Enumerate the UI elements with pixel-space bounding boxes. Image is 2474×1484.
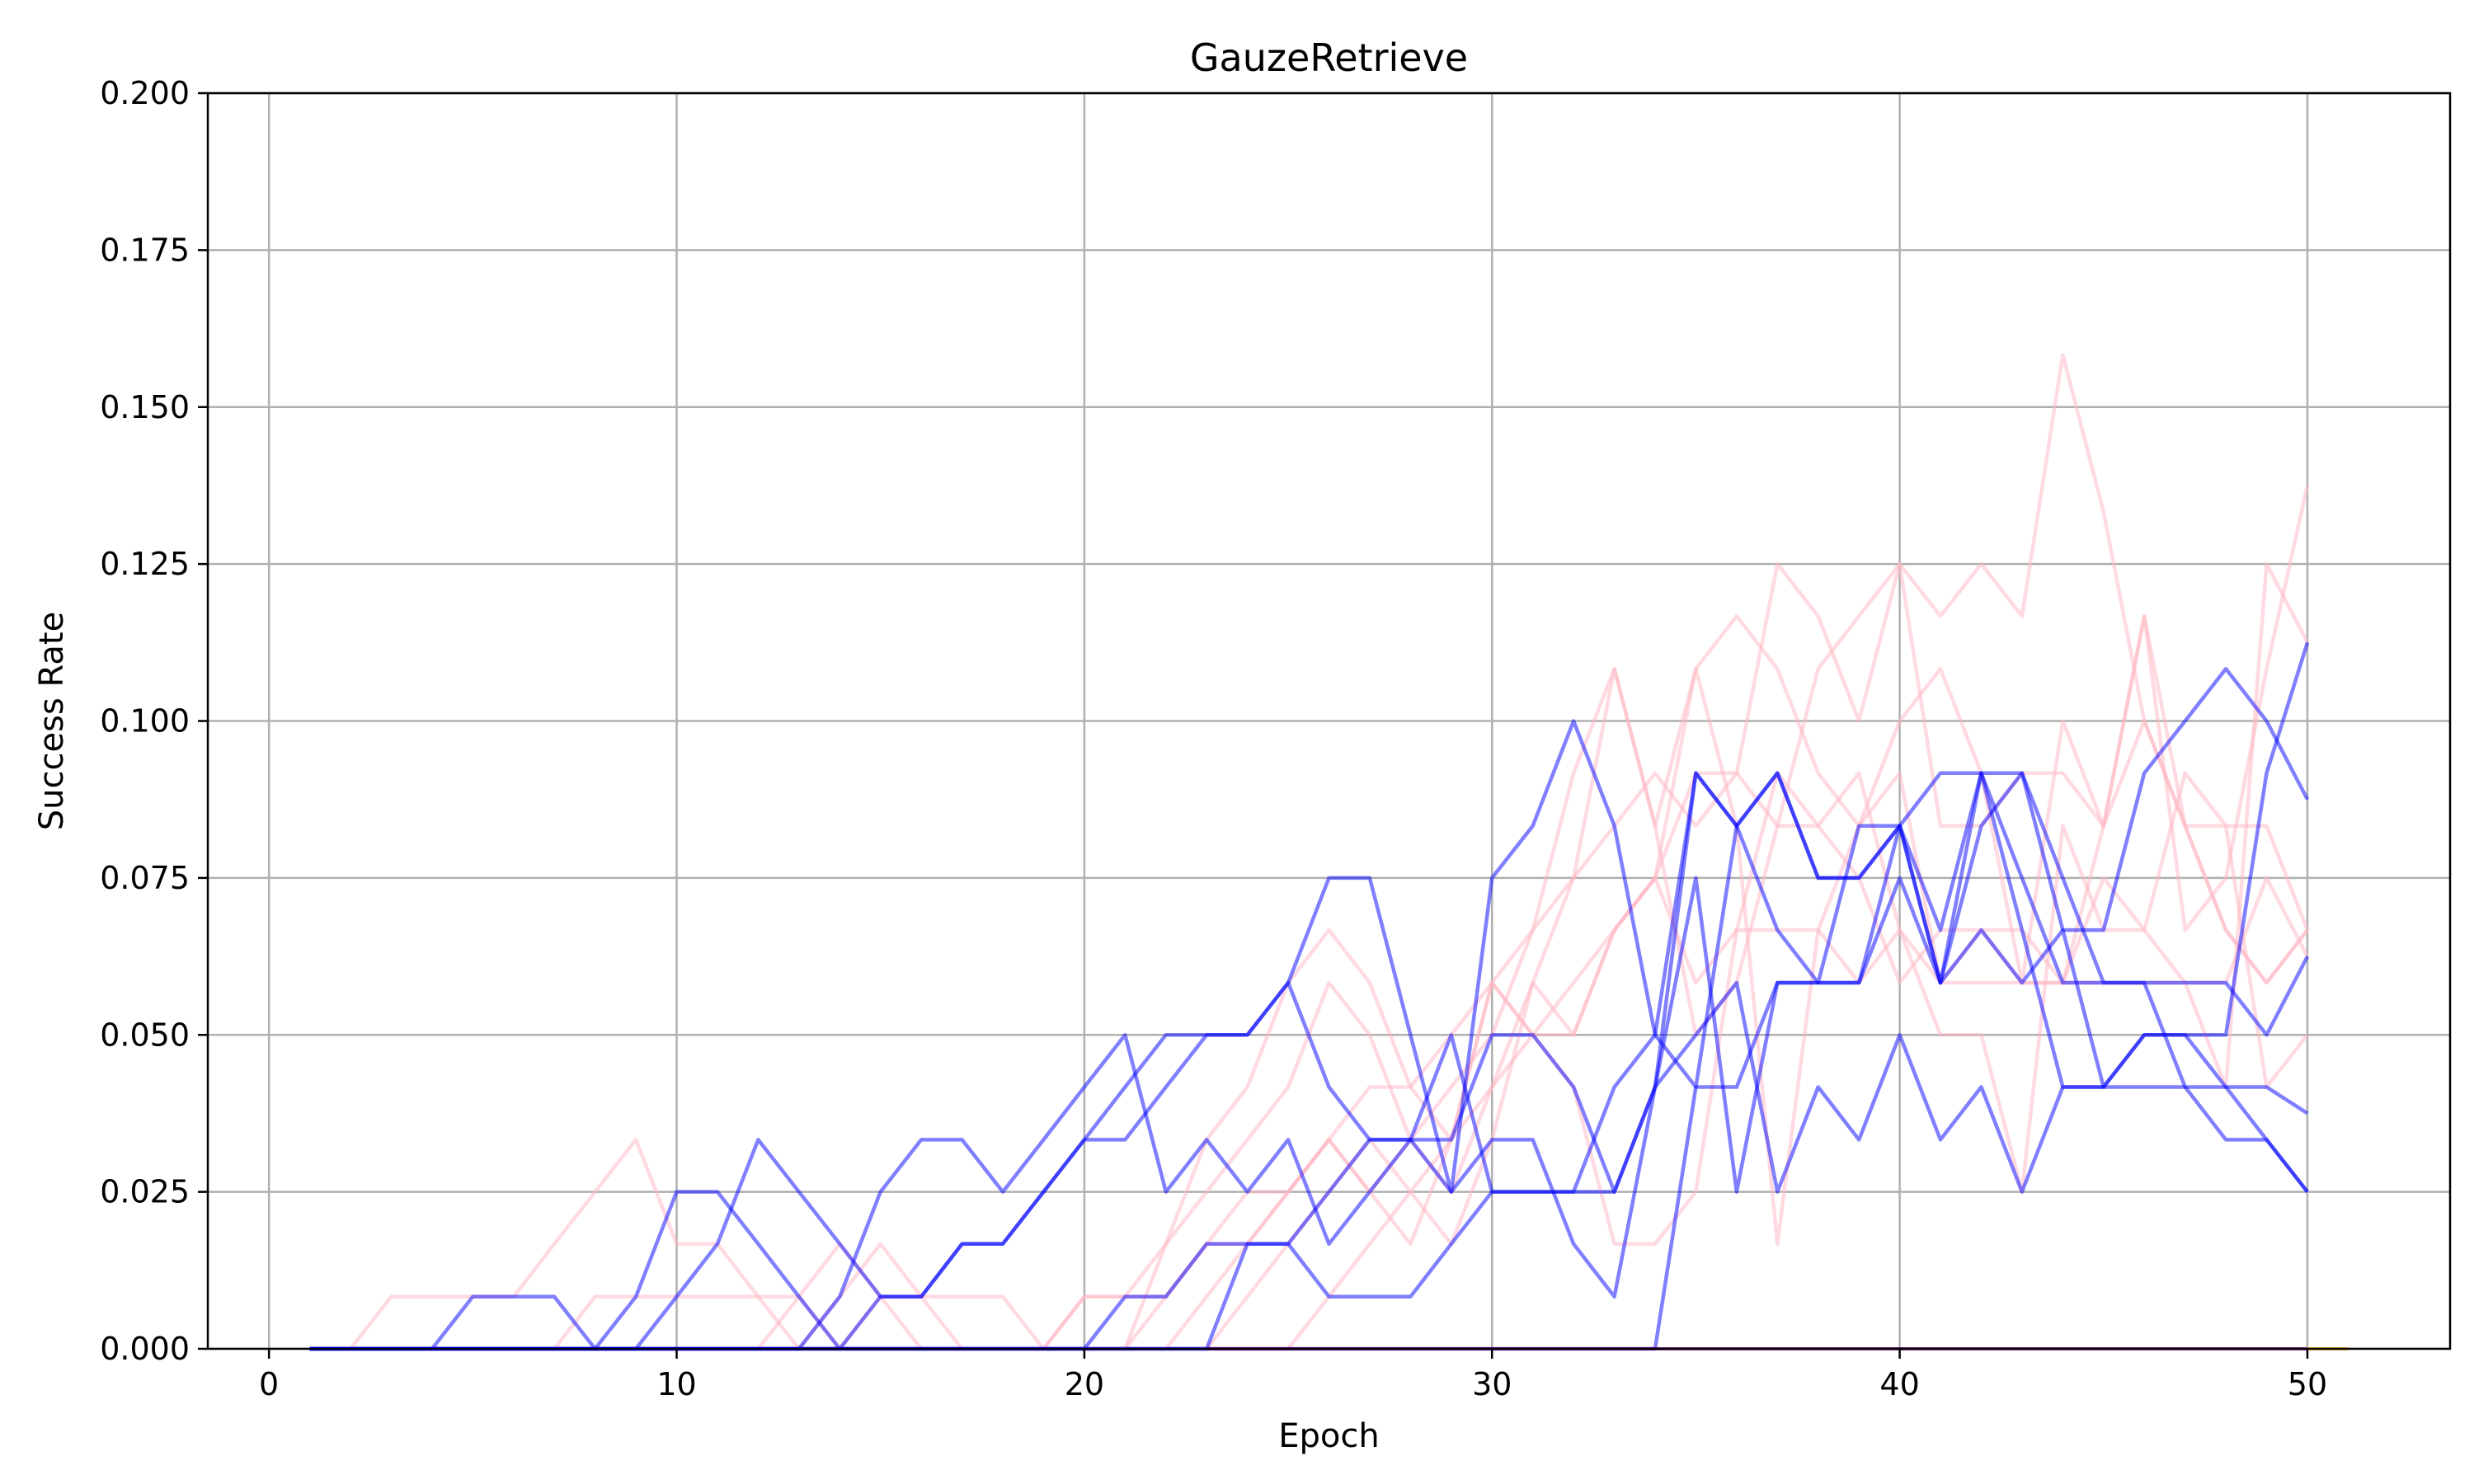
y-axis-label: Success Rate xyxy=(33,612,71,830)
y-tick-label: 0.075 xyxy=(100,860,190,896)
x-tick-label: 20 xyxy=(1065,1366,1104,1402)
x-tick-label: 0 xyxy=(259,1366,279,1402)
x-tick-label: 50 xyxy=(2288,1366,2327,1402)
chart-title: GauzeRetrieve xyxy=(1190,35,1468,80)
x-tick-label: 30 xyxy=(1472,1366,1512,1402)
y-tick-label: 0.050 xyxy=(100,1017,190,1053)
y-tick-label: 0.000 xyxy=(100,1331,190,1367)
y-tick-label: 0.025 xyxy=(100,1174,190,1210)
y-tick-label: 0.100 xyxy=(100,703,190,740)
y-tick-label: 0.175 xyxy=(100,232,190,268)
x-tick-label: 10 xyxy=(656,1366,696,1402)
blue-series-line xyxy=(309,719,2309,1351)
y-tick-label: 0.125 xyxy=(100,546,190,582)
blue-series-line xyxy=(309,667,2309,1351)
y-tick-label: 0.150 xyxy=(100,389,190,425)
pink-series-line xyxy=(309,353,2310,1351)
y-axis-ticks: 0.000 0.025 0.050 0.075 0.100 0.125 0.150 0.175… xyxy=(100,75,208,1367)
x-axis-label: Epoch xyxy=(1278,1417,1379,1455)
x-axis-ticks: 0 10 20 30 40 50 xyxy=(259,1349,2327,1402)
x-tick-label: 40 xyxy=(1879,1366,1919,1402)
y-tick-label: 0.200 xyxy=(100,75,190,111)
